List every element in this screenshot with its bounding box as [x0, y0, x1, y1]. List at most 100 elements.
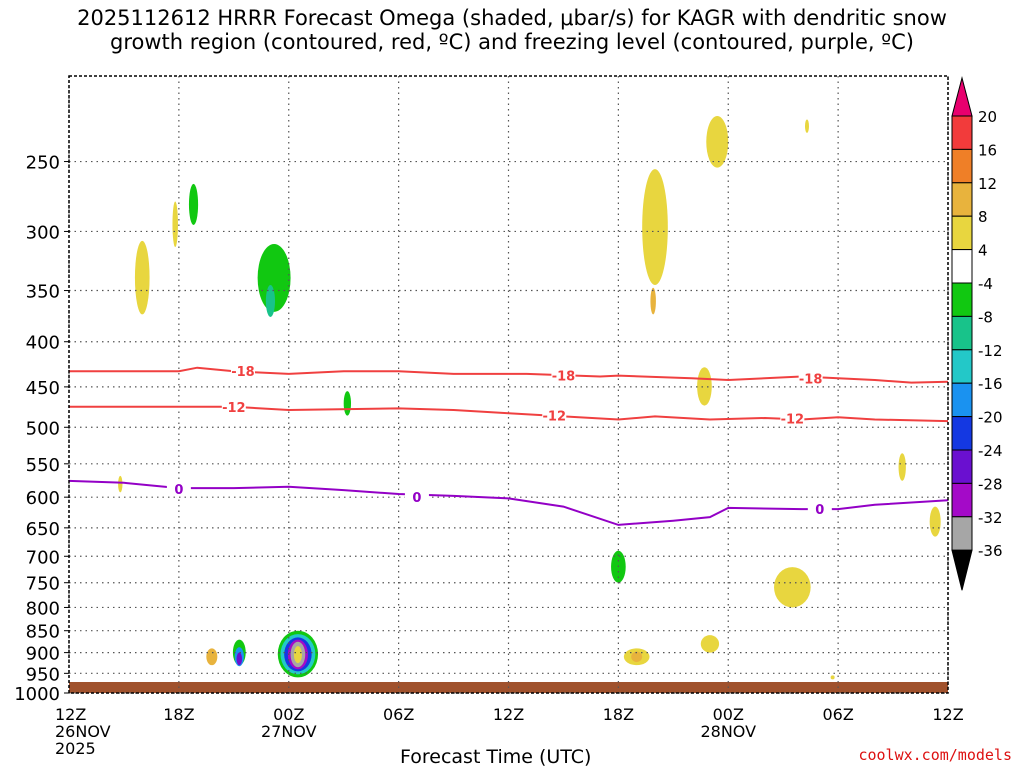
contour-label-2-2: 0 [815, 503, 824, 518]
omega-cell-orange-47 [206, 648, 218, 666]
y-tick-label-450: 450 [26, 378, 60, 399]
contour-label-bg-1-0 [221, 399, 246, 414]
omega-cell-green-26 [839, 467, 859, 513]
omega-cell-green-56 [319, 467, 324, 488]
contour-label-bg-1-1 [542, 408, 567, 423]
title-line-2: growth region (contoured, red, ºC) and f… [110, 30, 914, 54]
contour-line-2 [68, 479, 949, 526]
y-tick-label-350: 350 [26, 282, 60, 303]
contour-line-1 [69, 405, 949, 423]
colorbar-label-2: 12 [978, 175, 997, 193]
contour-label-1-0: -12 [222, 401, 246, 416]
contour-label-bg-2-0 [166, 481, 191, 496]
omega-cell-yellow-40 [830, 675, 835, 680]
omega-cell-yellow-18 [804, 119, 809, 133]
x-tick-label-0-1: 26NOV [55, 722, 111, 741]
colorbar-bin-2 [951, 148, 973, 184]
contour-label-0-1: -18 [552, 370, 576, 385]
y-tick-label-900: 900 [26, 644, 60, 665]
omega-cell-orange-14 [650, 287, 656, 315]
colorbar-bin-1 [951, 115, 973, 150]
colorbar-bin-6 [951, 282, 973, 317]
omega-cell-green-42 [180, 630, 196, 657]
contour-label-bg-0-0 [230, 364, 255, 379]
omega-cell-green-36 [665, 635, 682, 653]
x-tick-label-12-1: 27NOV [261, 722, 317, 741]
y-tick-label-850: 850 [26, 622, 60, 643]
omega-cell-yellow-15 [706, 116, 729, 168]
colorbar-bin-7 [951, 315, 973, 351]
x-tick-label-0-2: 2025 [55, 739, 96, 758]
omega-cell-green-32 [534, 539, 546, 562]
colorbar-label-1: 16 [978, 141, 997, 159]
colorbar-label-11: -28 [978, 475, 1003, 493]
colorbar-label-6: -8 [978, 308, 993, 326]
contour-label-bg-2-2 [807, 502, 832, 517]
contour-label-bg-2-1 [404, 490, 429, 505]
x-tick-label-36-0: 00Z [713, 705, 744, 724]
y-tick-label-300: 300 [26, 222, 60, 243]
colorbar-label-5: -4 [978, 275, 993, 293]
y-tick-label-650: 650 [26, 519, 60, 540]
x-tick-label-24-0: 12Z [493, 705, 524, 724]
source-credit: coolwx.com/models [858, 746, 1012, 764]
colorbar-label-3: 8 [978, 208, 988, 226]
omega-cell-purple-46 [236, 652, 243, 666]
colorbar-label-0: 20 [978, 108, 997, 126]
title-line-1: 2025112612 HRRR Forecast Omega (shaded, … [77, 6, 947, 30]
omega-cell-green-58 [907, 582, 916, 593]
omega-cell-green-12 [553, 290, 567, 352]
y-tick-label-400: 400 [26, 333, 60, 354]
contour-label-bg-1-2 [780, 411, 805, 426]
y-tick-label-1000: 1000 [14, 684, 60, 705]
colorbar-bin-13 [951, 516, 973, 551]
omega-cell-green-8 [404, 231, 449, 323]
omega-cell-yellow-0 [134, 240, 150, 315]
colorbar-label-9: -20 [978, 409, 1003, 427]
omega-cell-cyan-5 [265, 285, 276, 317]
y-tick-label-500: 500 [26, 418, 60, 439]
colorbar-bin-3 [951, 182, 973, 217]
omega-cell-green-16 [739, 170, 744, 189]
colorbar-bin-11 [951, 449, 973, 484]
colorbar-bin-8 [951, 349, 973, 384]
colorbar-bin-12 [951, 482, 973, 518]
contour-label-2-0: 0 [174, 483, 183, 498]
omega-cell-green-31 [429, 582, 449, 613]
colorbar-bin-9 [951, 382, 973, 418]
omega-cell-teal-4 [257, 244, 291, 312]
contour-label-1-2: -12 [781, 413, 805, 428]
omega-cell-yellow-37 [700, 635, 720, 653]
omega-cell-orange-35 [631, 651, 643, 663]
omega-cell-green-55 [334, 667, 353, 680]
omega-cell-yellow-19 [697, 367, 712, 406]
omega-cell-yellow-1 [172, 201, 178, 248]
y-tick-label-800: 800 [26, 598, 60, 619]
omega-cell-green-33 [506, 487, 511, 507]
omega-cell-green-17 [776, 176, 790, 205]
plot-frame [68, 75, 949, 694]
y-tick-label-550: 550 [26, 455, 60, 476]
contour-line-0 [69, 366, 949, 384]
x-tick-label-36-1: 28NOV [700, 722, 756, 741]
x-tick-label-42-0: 06Z [822, 705, 853, 724]
colorbar-arrow-top [951, 76, 973, 117]
y-tick-label-700: 700 [26, 547, 60, 568]
contour-label-0-2: -18 [799, 372, 823, 387]
x-tick-label-48-0: 12Z [932, 705, 963, 724]
omega-cell-green-30 [532, 582, 577, 631]
colorbar-label-13: -36 [978, 542, 1003, 560]
contour-label-1-1: -12 [543, 410, 567, 425]
colorbar-arrow-bottom [951, 549, 973, 591]
contour-label-bg-0-1 [551, 368, 576, 383]
colorbar-label-4: 4 [978, 242, 988, 260]
colorbar-bin-5 [951, 249, 973, 284]
omega-cell-green-2 [195, 145, 236, 342]
omega-cell-teal-7 [343, 391, 352, 416]
x-tick-label-6-0: 18Z [163, 705, 194, 724]
omega-cell-yellow-11 [118, 475, 123, 493]
omega-cell-green-10 [220, 409, 230, 430]
omega-cell-white-54 [293, 646, 302, 664]
x-tick-label-12-0: 00Z [273, 705, 304, 724]
